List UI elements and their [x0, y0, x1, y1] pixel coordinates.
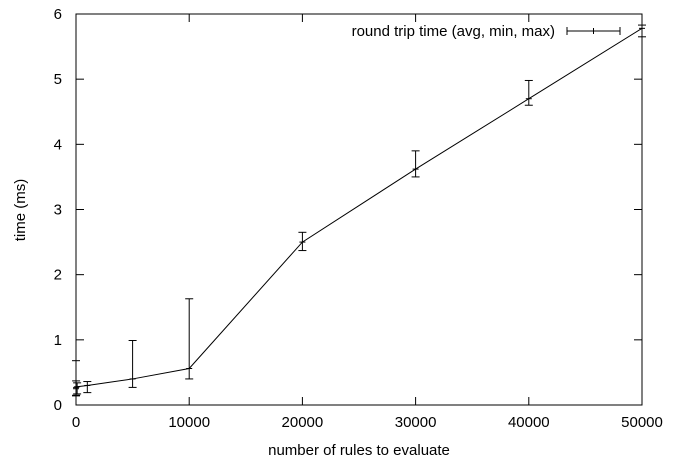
x-tick-label: 50000	[621, 414, 663, 431]
y-tick-label: 2	[54, 267, 62, 284]
data-point	[638, 24, 646, 38]
x-axis-label: number of rules to evaluate	[268, 442, 450, 459]
data-point	[411, 150, 420, 178]
y-tick-label: 5	[54, 71, 62, 88]
y-axis-label: time (ms)	[12, 179, 29, 242]
y-tick-label: 1	[54, 332, 62, 349]
legend-label: round trip time (avg, min, max)	[352, 23, 555, 40]
legend: round trip time (avg, min, max)	[352, 23, 621, 40]
y-tick-label: 3	[54, 202, 62, 219]
data-point	[83, 381, 92, 394]
series-layer	[72, 24, 646, 397]
legend-symbol	[566, 27, 621, 35]
data-point	[72, 380, 81, 396]
x-tick-label: 0	[72, 414, 80, 431]
x-axis-ticks: 0 10000 20000 30000 40000 50000	[72, 14, 663, 431]
data-point	[128, 339, 137, 388]
data-point	[185, 298, 194, 380]
y-axis-ticks: 0 1 2 3 4 5 6	[54, 6, 642, 414]
x-tick-label: 10000	[168, 414, 210, 431]
y-tick-label: 0	[54, 397, 62, 414]
data-point	[524, 79, 533, 106]
y-tick-label: 6	[54, 6, 62, 23]
x-tick-label: 40000	[508, 414, 550, 431]
y-tick-label: 4	[54, 136, 62, 153]
data-point	[73, 382, 82, 395]
x-tick-label: 30000	[395, 414, 437, 431]
x-tick-label: 20000	[282, 414, 324, 431]
data-point	[298, 231, 307, 252]
